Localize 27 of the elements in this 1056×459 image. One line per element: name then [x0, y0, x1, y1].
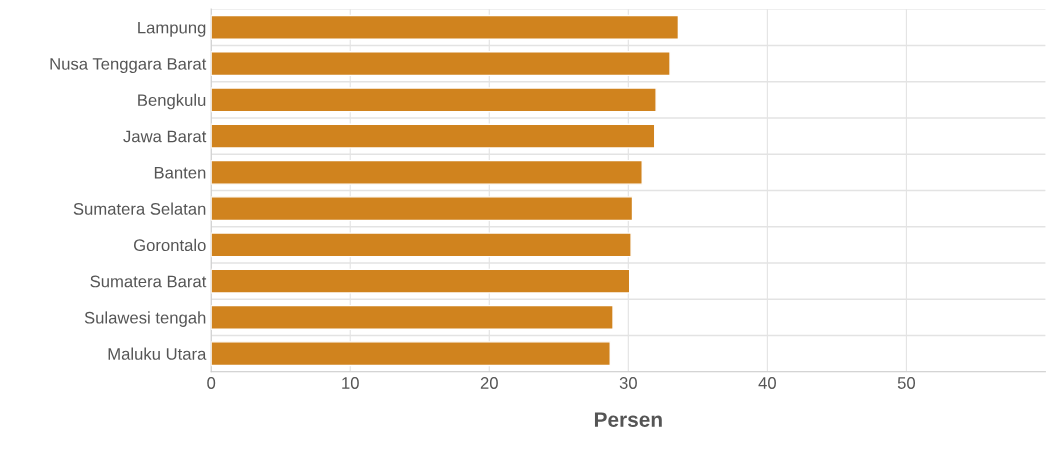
bar	[211, 87, 657, 113]
y-tick-label: Banten	[154, 166, 206, 179]
bar	[211, 232, 632, 258]
y-tick-label: Sumatera Selatan	[73, 202, 206, 215]
y-tick-label: Bengkulu	[138, 93, 206, 110]
bar	[211, 304, 614, 330]
bar	[211, 268, 631, 294]
bar	[211, 51, 671, 77]
x-axis-title: Persen	[594, 412, 662, 427]
bar	[211, 341, 611, 367]
y-tick-label: Jawa Barat	[123, 130, 207, 143]
y-tick-label: Sulawesi tengah	[84, 311, 206, 327]
x-tick-label: 50	[897, 377, 916, 389]
y-tick-label: Lampung	[138, 21, 206, 37]
x-tick-label: 20	[480, 377, 498, 389]
bar	[211, 159, 643, 185]
x-tick-label: 0	[207, 377, 216, 389]
x-tick-label: 40	[758, 377, 776, 389]
y-tick-label: Sumatera Barat	[90, 275, 207, 288]
y-tick-label: Maluku Utara	[108, 347, 207, 360]
bar	[211, 14, 680, 40]
x-tick-label: 10	[342, 377, 359, 389]
y-tick-label: Nusa Tenggara Barat	[50, 58, 207, 74]
y-tick-label: Gorontalo	[133, 238, 206, 252]
bar	[211, 196, 634, 222]
bar	[211, 123, 656, 149]
x-tick-label: 30	[619, 377, 637, 389]
